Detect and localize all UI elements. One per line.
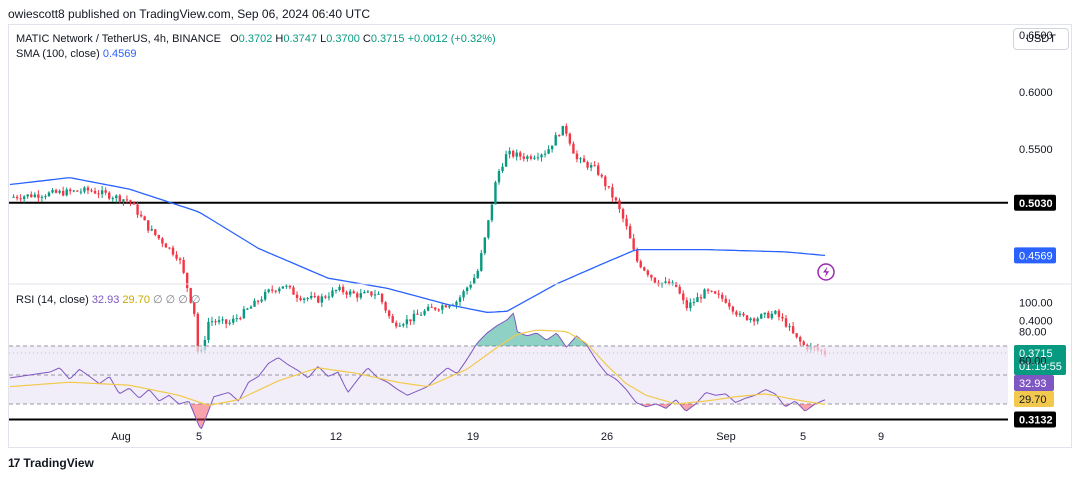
footer-brand: TradingView [23,456,94,470]
high-value: 0.3747 [283,33,317,45]
rsi-legend-label: RSI (14, close) [16,294,89,306]
change-value: +0.0012 (+0.32%) [407,33,496,45]
close-label: C [362,33,371,45]
symbol-legend: MATIC Network / TetherUS, 4h, BINANCE O0… [16,33,496,45]
low-value: 0.3700 [326,33,360,45]
rsi-legend-extras: ∅ ∅ ∅ ∅ [153,294,201,306]
tradingview-logo[interactable]: 17 TradingView [8,456,94,470]
open-label: O [230,33,239,45]
low-label: L [320,33,327,45]
rsi-legend-value: 32.93 [91,294,120,306]
open-value: 0.3702 [238,33,273,45]
close-value: 0.3715 [370,33,405,45]
currency-button[interactable]: USDT [1013,28,1069,50]
rsi-ma-legend-value: 29.70 [122,294,150,306]
high-label: H [275,33,284,45]
sma-legend[interactable]: SMA (100, close) 0.4569 [16,48,136,60]
sma-legend-label: SMA (100, close) [16,48,100,60]
rsi-legend[interactable]: RSI (14, close) 32.93 29.70 ∅ ∅ ∅ ∅ [16,293,201,306]
sma-legend-value: 0.4569 [102,48,137,60]
symbol-title: MATIC Network / TetherUS, 4h, BINANCE [16,33,221,45]
chart-frame [8,24,1072,448]
tv-logo-icon: 17 [8,456,20,470]
publish-info: owiescott8 published on TradingView.com,… [8,7,371,21]
